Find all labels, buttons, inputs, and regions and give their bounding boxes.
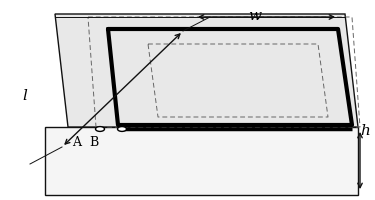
Text: w: w (249, 9, 261, 23)
Text: h: h (361, 123, 370, 137)
Text: B: B (89, 136, 98, 148)
Polygon shape (55, 15, 358, 127)
Circle shape (117, 127, 126, 132)
Circle shape (96, 127, 105, 132)
Polygon shape (45, 127, 358, 195)
Text: l: l (22, 89, 27, 103)
Text: A: A (72, 136, 81, 148)
